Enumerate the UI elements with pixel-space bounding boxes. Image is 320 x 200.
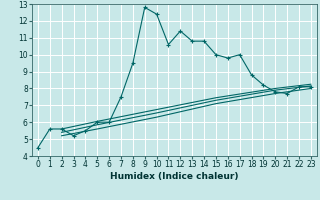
X-axis label: Humidex (Indice chaleur): Humidex (Indice chaleur) [110,172,239,181]
